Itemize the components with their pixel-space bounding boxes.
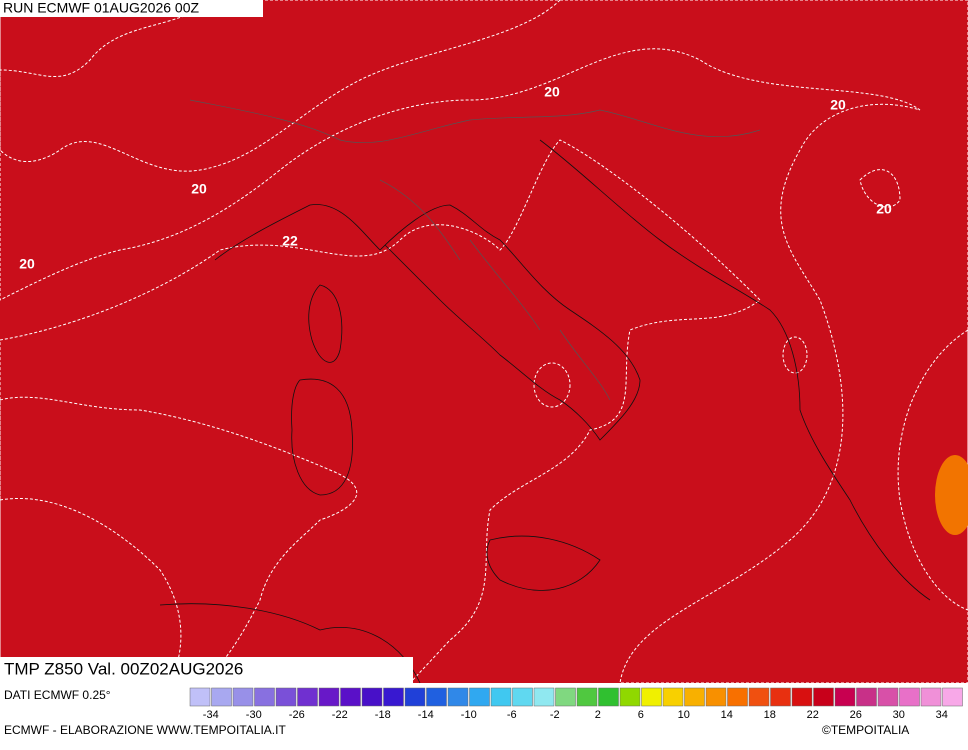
legend-swatch bbox=[361, 687, 383, 707]
legend-swatch bbox=[770, 687, 791, 707]
footer-credit: ECMWF - ELABORAZIONE WWW.TEMPOITALIA.IT bbox=[4, 723, 286, 737]
legend-swatch bbox=[340, 687, 361, 707]
run-box bbox=[0, 0, 263, 17]
legend-tick-label: 22 bbox=[807, 709, 819, 721]
field-22-spot bbox=[782, 336, 808, 374]
legend-swatch bbox=[877, 687, 899, 707]
legend-swatch bbox=[813, 687, 834, 707]
legend-tick-label: -18 bbox=[375, 709, 391, 721]
legend-tick-label: 34 bbox=[936, 709, 948, 721]
legend-tick-label: -14 bbox=[418, 709, 434, 721]
legend-swatch bbox=[189, 687, 211, 707]
legend-tick-label: 26 bbox=[850, 709, 862, 721]
coastline-africa bbox=[159, 603, 421, 684]
border-alps bbox=[189, 99, 761, 144]
legend-swatch bbox=[641, 687, 662, 707]
contour-label: 20 bbox=[830, 97, 846, 113]
legend-swatch bbox=[318, 687, 340, 707]
field-18 bbox=[0, 0, 561, 172]
footer-copyright: ©TEMPOITALIA bbox=[822, 723, 909, 737]
contour-label: 20 bbox=[876, 201, 892, 217]
field-26 bbox=[0, 498, 182, 684]
legend-swatch bbox=[705, 687, 727, 707]
legend-tick-label: -26 bbox=[289, 709, 305, 721]
field-24 bbox=[0, 396, 358, 684]
legend-swatch bbox=[555, 687, 576, 707]
legend-swatch bbox=[942, 687, 963, 707]
field-20 bbox=[0, 0, 968, 684]
legend-swatch bbox=[748, 687, 770, 707]
legend-tick-label: -2 bbox=[550, 709, 560, 721]
field-base bbox=[0, 0, 968, 683]
legend-swatch bbox=[297, 687, 318, 707]
coastline-sardinia bbox=[291, 378, 353, 496]
legend-swatch bbox=[211, 687, 232, 707]
legend-swatch bbox=[598, 687, 619, 707]
coastline-balkans bbox=[539, 139, 931, 601]
legend-swatch bbox=[920, 687, 942, 707]
legend-tick-label: 14 bbox=[721, 709, 733, 721]
legend-tick-label: 30 bbox=[893, 709, 905, 721]
legend-swatch bbox=[662, 687, 684, 707]
legend-swatch bbox=[533, 687, 555, 707]
legend-tick-label: 18 bbox=[764, 709, 776, 721]
legend-swatch bbox=[834, 687, 856, 707]
legend-swatch bbox=[619, 687, 641, 707]
legend-swatch bbox=[426, 687, 447, 707]
border-regions bbox=[379, 179, 611, 401]
legend-swatch bbox=[232, 687, 254, 707]
coastline-sicily bbox=[486, 535, 601, 591]
temperature-map bbox=[0, 0, 968, 684]
data-source: DATI ECMWF 0.25° bbox=[4, 688, 111, 702]
legend-swatch bbox=[490, 687, 512, 707]
field-18-east bbox=[897, 329, 968, 611]
legend-swatch bbox=[404, 687, 426, 707]
field-16-east bbox=[935, 455, 968, 535]
contour-label: 20 bbox=[544, 84, 560, 100]
legend-swatch bbox=[791, 687, 813, 707]
contour-label: 22 bbox=[282, 233, 298, 249]
legend-tick-label: 10 bbox=[678, 709, 690, 721]
legend-swatch bbox=[856, 687, 877, 707]
legend-swatch bbox=[447, 687, 469, 707]
coastline-corsica bbox=[308, 284, 343, 363]
contour-label: 20 bbox=[191, 181, 207, 197]
legend-swatch bbox=[254, 687, 275, 707]
legend-swatch bbox=[899, 687, 920, 707]
legend-tick-label: 6 bbox=[638, 709, 644, 721]
legend-tick-label: -22 bbox=[332, 709, 348, 721]
legend-swatch bbox=[576, 687, 598, 707]
legend-tick-label: -6 bbox=[507, 709, 517, 721]
legend-tick-label: -30 bbox=[246, 709, 262, 721]
field-16 bbox=[0, 0, 211, 77]
legend-swatch bbox=[469, 687, 490, 707]
legend-tick-label: -10 bbox=[461, 709, 477, 721]
map-title: TMP Z850 Val. 00Z02AUG2026 bbox=[4, 659, 243, 678]
field-22 bbox=[0, 139, 761, 684]
legend-swatch bbox=[512, 687, 533, 707]
legend-tick-label: 2 bbox=[595, 709, 601, 721]
field-20-spot bbox=[533, 362, 571, 408]
legend-tick-label: -34 bbox=[203, 709, 219, 721]
legend-swatch bbox=[383, 687, 404, 707]
field-22-east bbox=[859, 169, 901, 208]
run-label: RUN ECMWF 01AUG2026 00Z bbox=[3, 0, 200, 16]
legend-swatch bbox=[684, 687, 705, 707]
legend-swatch bbox=[727, 687, 748, 707]
coastline-italy bbox=[214, 204, 641, 441]
legend-swatch bbox=[275, 687, 297, 707]
contour-label: 20 bbox=[19, 256, 35, 272]
title-box bbox=[0, 657, 413, 683]
